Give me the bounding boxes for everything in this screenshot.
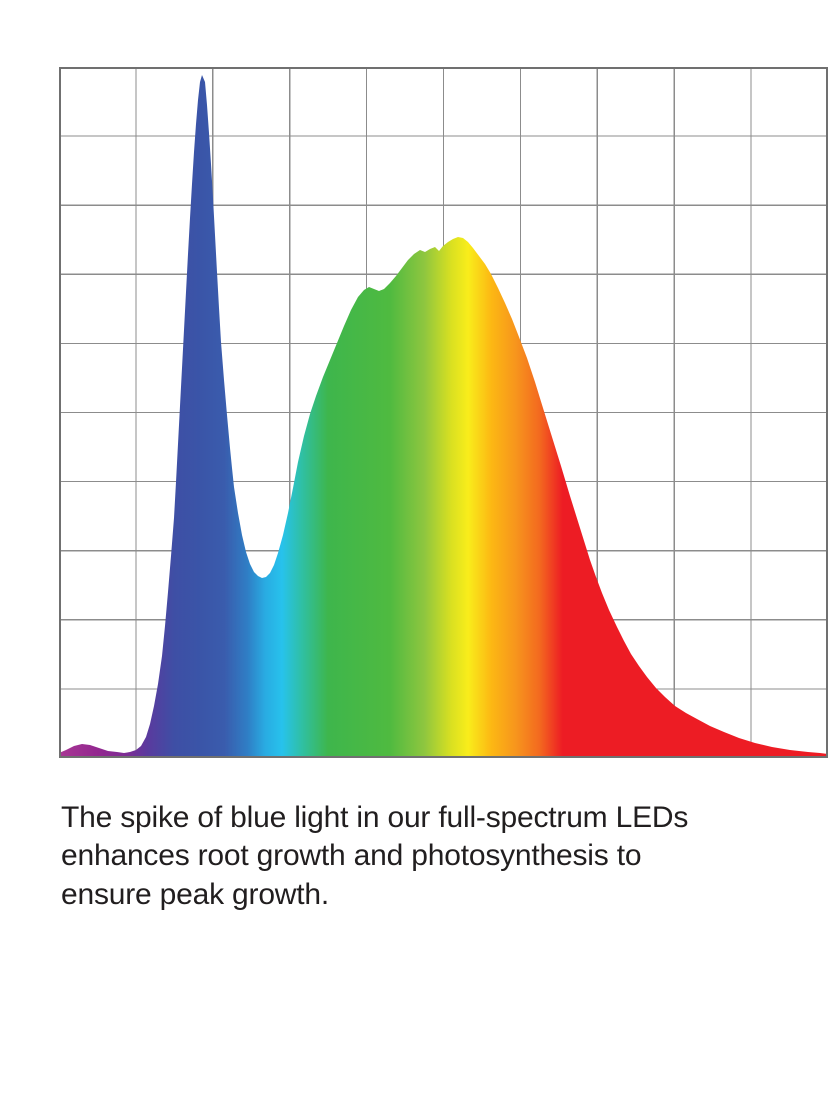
- caption: The spike of blue light in our full-spec…: [61, 799, 797, 914]
- caption-line: ensure peak growth.: [61, 877, 330, 911]
- plot-border: [59, 67, 828, 758]
- spectrum-chart: [59, 67, 828, 758]
- caption-line: The spike of blue light in our full-spec…: [61, 801, 689, 834]
- spectrum-area: [59, 75, 828, 758]
- spectrum-figure: [59, 67, 828, 758]
- caption-line: enhances root growth and photosynthesis …: [61, 839, 642, 873]
